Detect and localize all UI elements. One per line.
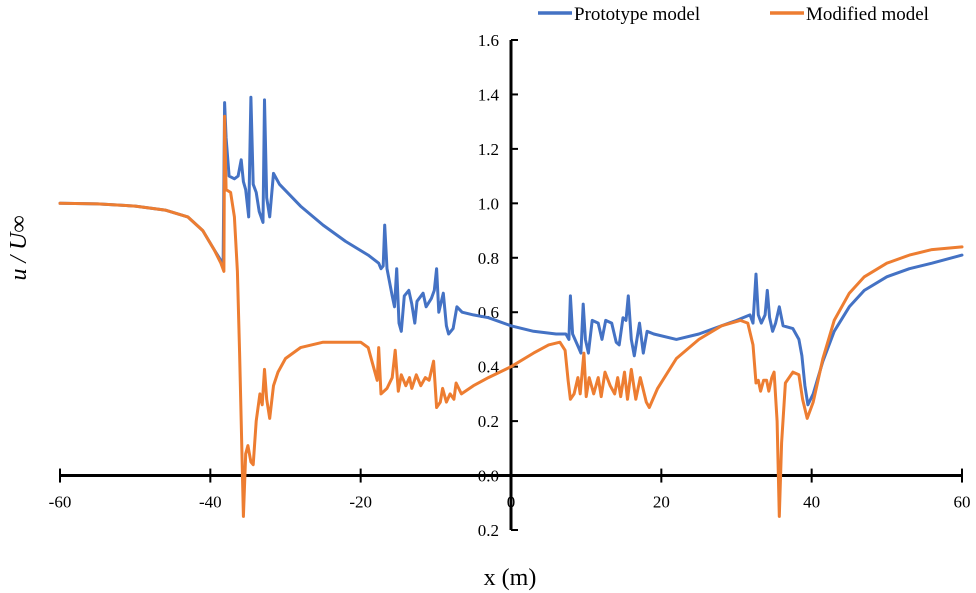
y-tick-label: 1.4 (478, 85, 500, 104)
y-tick-label: 1.0 (478, 194, 499, 213)
series-line-prototype (58, 95, 964, 407)
y-tick-label: 1.2 (478, 140, 499, 159)
x-tick-label: 20 (653, 493, 670, 512)
x-tick-label: 0 (507, 493, 516, 512)
y-tick-label: 1.6 (478, 31, 499, 50)
x-tick-label: -60 (49, 493, 72, 512)
y-tick-label: 0.8 (478, 249, 499, 268)
x-tick-label: -20 (349, 493, 372, 512)
y-tick-label: 0.0 (478, 467, 499, 486)
x-tick-label: 60 (954, 493, 971, 512)
legend-label: Prototype model (574, 4, 700, 25)
y-tick-label: 0.2 (478, 521, 499, 540)
y-axis-title: u / U∞ (6, 215, 32, 280)
x-tick-label: -40 (199, 493, 222, 512)
x-tick-label: 40 (803, 493, 820, 512)
series-line-modified (58, 114, 964, 518)
series-group (58, 95, 964, 518)
x-axis-title: x (m) (484, 565, 537, 591)
y-tick-label: 0.4 (478, 358, 500, 377)
y-tick-label: 0.2 (478, 412, 499, 431)
legend: Prototype model Modified model (538, 4, 929, 25)
axes: -60 -40 -20 0 20 40 600.20.00.20.40.60.81.01.2… (49, 31, 971, 540)
legend-label: Modified model (806, 4, 929, 25)
